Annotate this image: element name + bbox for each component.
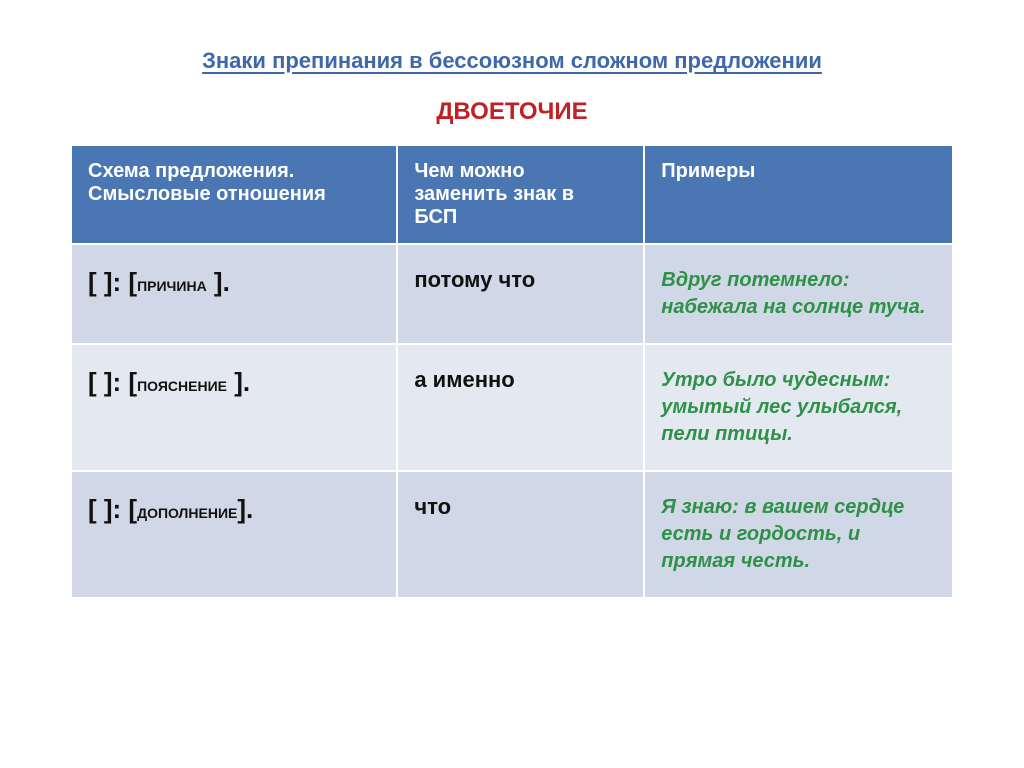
schema-cell: [ ]: [ПОЯСНЕНИЕ ]. bbox=[71, 344, 397, 471]
col-header-replace-l3: БСП bbox=[414, 206, 457, 228]
page-subtitle: ДВОЕТОЧИЕ bbox=[70, 98, 954, 126]
schema-open: [ ]: [ bbox=[88, 267, 137, 297]
col-header-schema-l1: Схема предложения. bbox=[88, 160, 294, 182]
example-cell: Я знаю: в вашем сердце есть и гордость, … bbox=[644, 471, 953, 598]
col-header-replace: Чем можно заменить знак в БСП bbox=[397, 145, 644, 244]
schema-cell: [ ]: [ДОПОЛНЕНИЕ]. bbox=[71, 471, 397, 598]
col-header-example: Примеры bbox=[644, 145, 953, 244]
col-header-schema: Схема предложения. Смысловые отношения bbox=[71, 145, 397, 244]
schema-close: ]. bbox=[207, 267, 230, 297]
punctuation-table: Схема предложения. Смысловые отношения Ч… bbox=[70, 144, 954, 599]
schema-subscript: ДОПОЛНЕНИЕ bbox=[137, 505, 237, 521]
schema-subscript: ПРИЧИНА bbox=[137, 278, 207, 294]
table-row: [ ]: [ПОЯСНЕНИЕ ]. а именно Утро было чу… bbox=[71, 344, 953, 471]
col-header-replace-l2: заменить знак в bbox=[414, 183, 574, 205]
example-cell: Утро было чудесным: умытый лес улыбался,… bbox=[644, 344, 953, 471]
col-header-schema-l2: Смысловые отношения bbox=[88, 183, 326, 205]
table-header-row: Схема предложения. Смысловые отношения Ч… bbox=[71, 145, 953, 244]
schema-subscript: ПОЯСНЕНИЕ bbox=[137, 378, 227, 394]
replace-cell: потому что bbox=[397, 244, 644, 344]
table-row: [ ]: [ДОПОЛНЕНИЕ]. что Я знаю: в вашем с… bbox=[71, 471, 953, 598]
replace-cell: что bbox=[397, 471, 644, 598]
schema-open: [ ]: [ bbox=[88, 494, 137, 524]
col-header-replace-l1: Чем можно bbox=[414, 160, 524, 182]
replace-cell: а именно bbox=[397, 344, 644, 471]
schema-cell: [ ]: [ПРИЧИНА ]. bbox=[71, 244, 397, 344]
table-row: [ ]: [ПРИЧИНА ]. потому что Вдруг потемн… bbox=[71, 244, 953, 344]
schema-close: ]. bbox=[237, 494, 253, 524]
page-title: Знаки препинания в бессоюзном сложном пр… bbox=[70, 48, 954, 74]
schema-close: ]. bbox=[227, 367, 250, 397]
schema-open: [ ]: [ bbox=[88, 367, 137, 397]
example-cell: Вдруг потемнело: набежала на солнце туча… bbox=[644, 244, 953, 344]
